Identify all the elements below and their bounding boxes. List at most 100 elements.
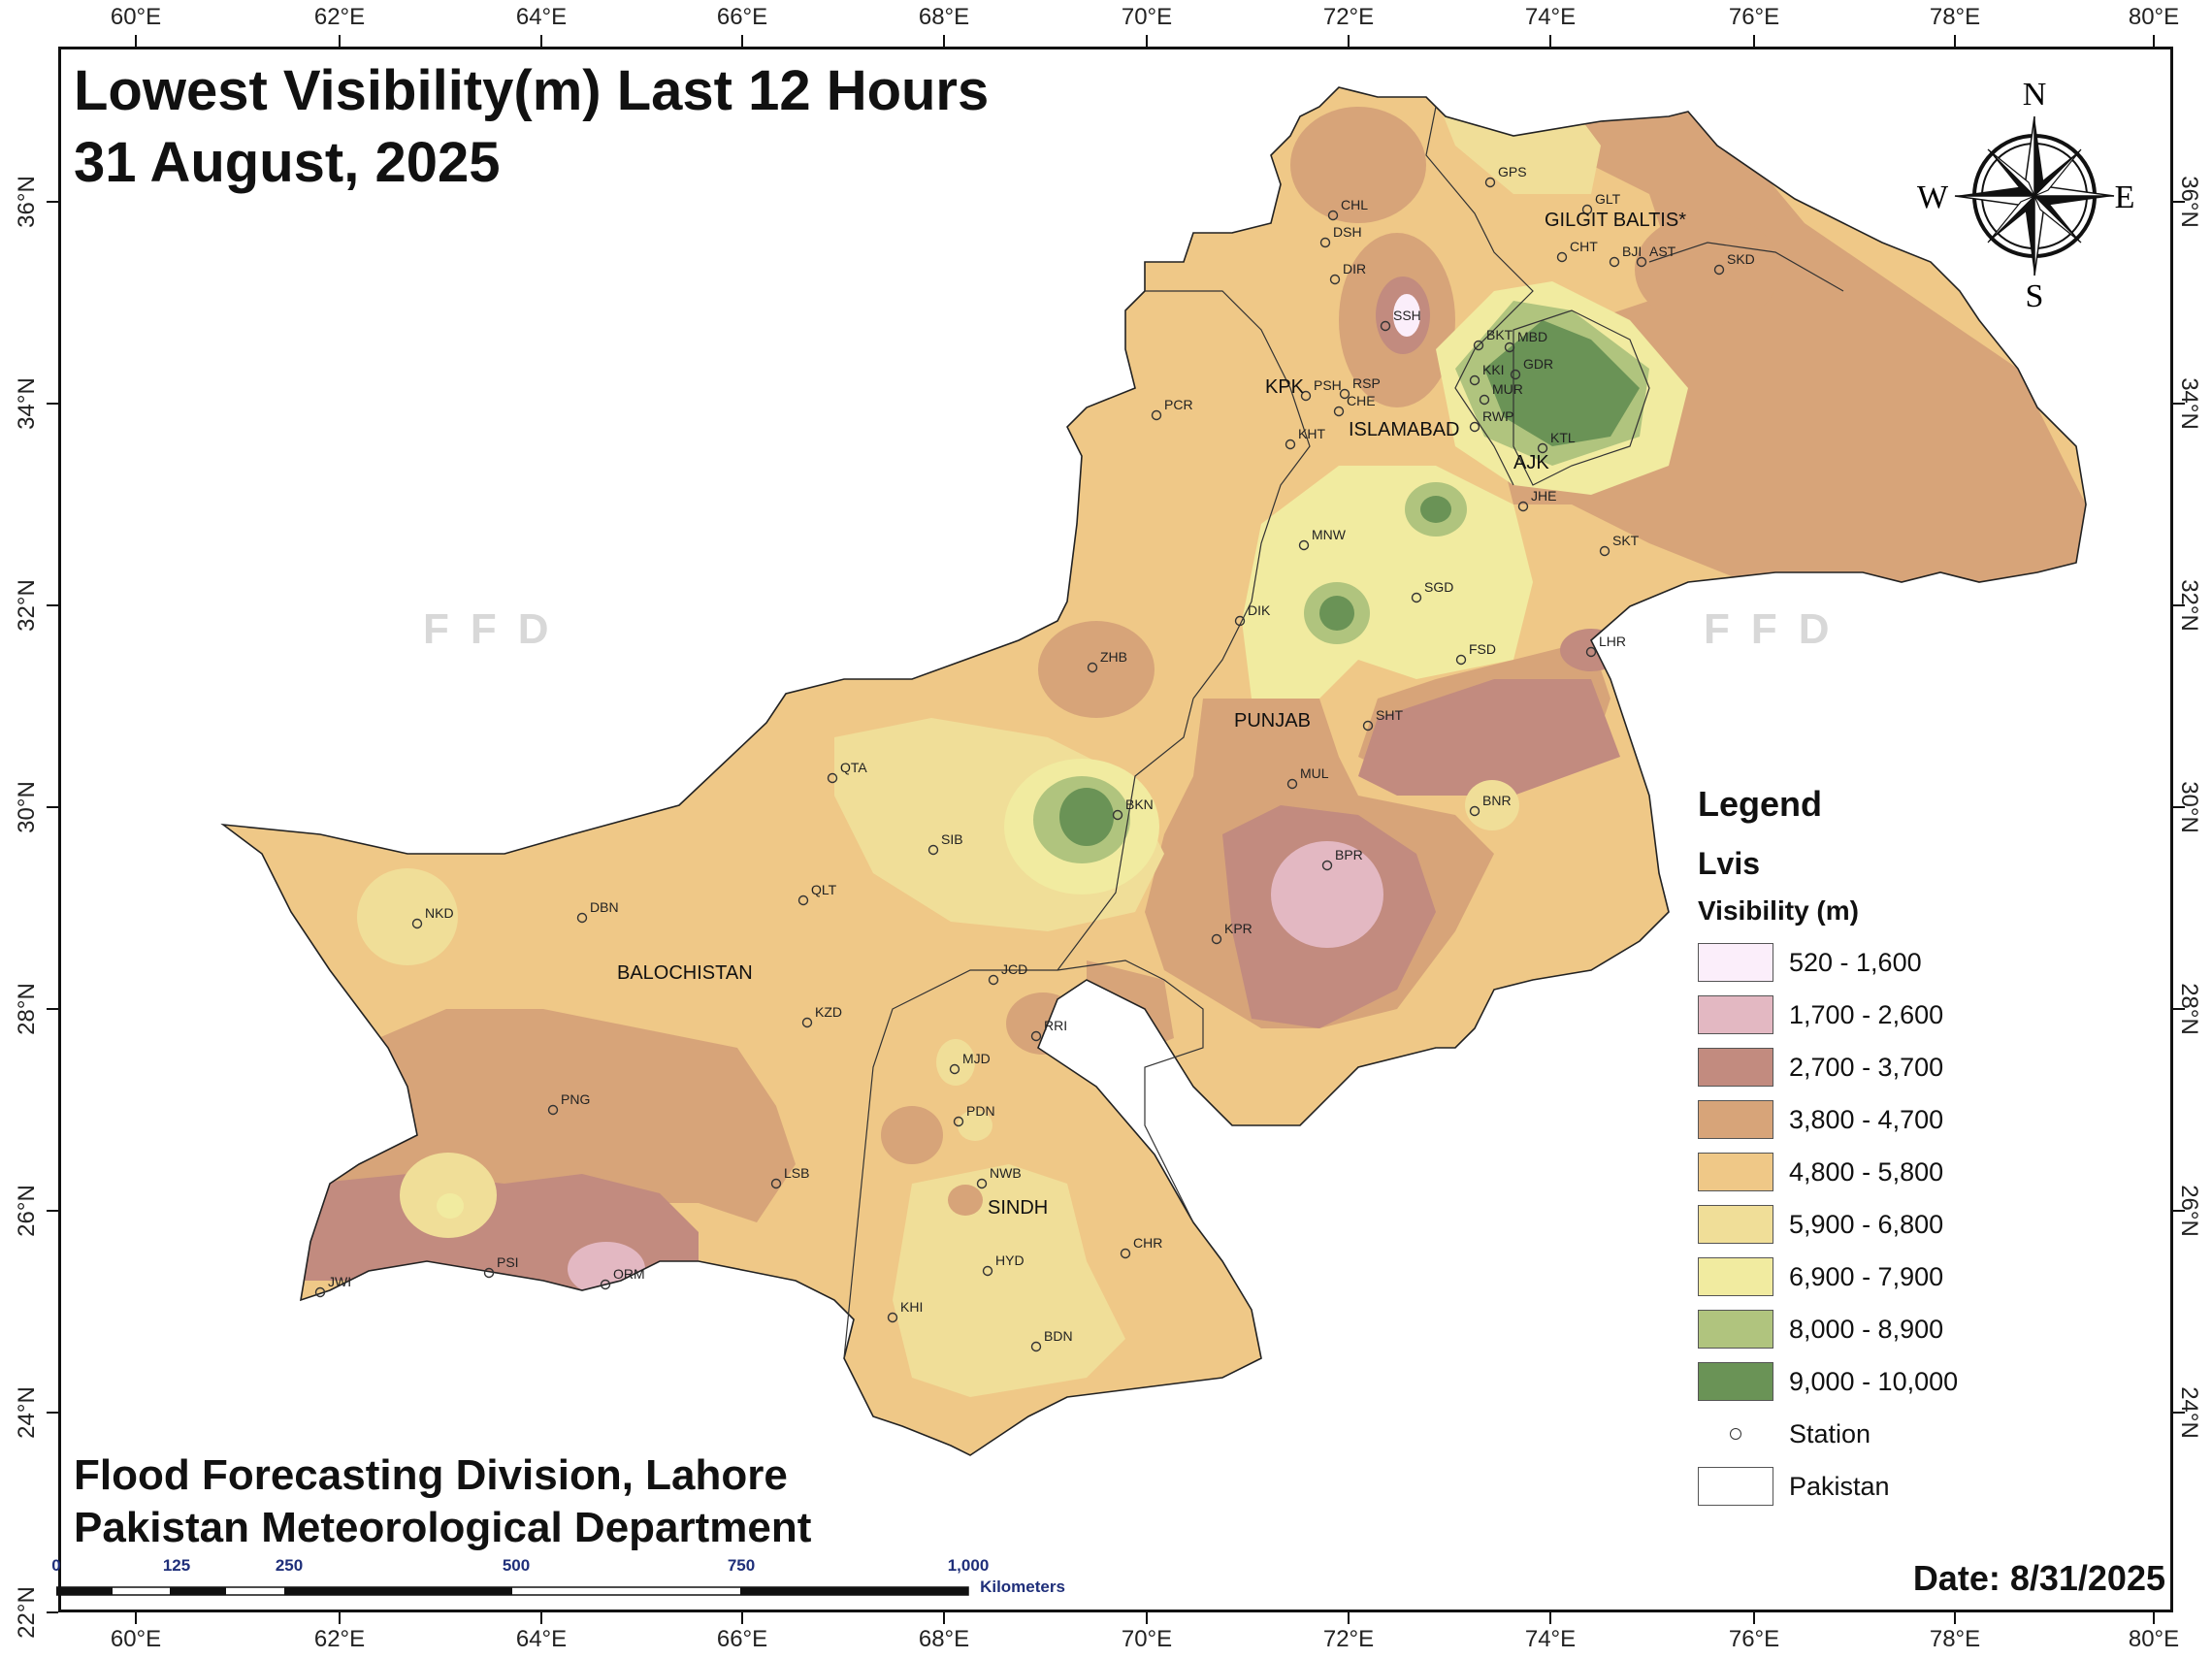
station-marker <box>1473 340 1484 351</box>
station-label: SHT <box>1376 707 1403 723</box>
station-marker <box>1510 369 1521 380</box>
tick-bottom-label: 60°E <box>110 1626 162 1652</box>
station-marker <box>1298 539 1310 551</box>
contour-sht-band <box>1358 679 1620 796</box>
station-marker <box>1411 592 1422 603</box>
station-marker <box>1300 390 1312 402</box>
tick-mark <box>1954 35 1956 47</box>
station-label: BKT <box>1486 327 1513 342</box>
station-label: DBN <box>590 899 619 915</box>
station-marker <box>1469 805 1480 817</box>
scale-bar-tick-label: 1,000 <box>947 1556 990 1575</box>
station-marker <box>1537 442 1548 454</box>
station-label: RSP <box>1352 375 1381 391</box>
contour-skd <box>1635 213 1780 326</box>
station-label: CHE <box>1347 393 1376 408</box>
legend-swatch <box>1698 1048 1773 1087</box>
contour-chl <box>1290 107 1426 223</box>
station-label: KTL <box>1550 430 1576 445</box>
boundary-balochistan-sindh <box>843 969 1057 1359</box>
station-marker <box>1556 251 1568 263</box>
tick-mark <box>47 1611 58 1613</box>
tick-bottom-label: 80°E <box>2128 1626 2180 1652</box>
station-label: JWI <box>328 1274 351 1289</box>
station-marker <box>1484 177 1496 188</box>
compass-e: E <box>2115 179 2134 215</box>
tick-top-label: 60°E <box>110 4 162 30</box>
station-marker <box>976 1178 988 1189</box>
watermark-east: FFD <box>1704 605 1851 653</box>
station-marker <box>1112 809 1123 821</box>
tick-mark <box>741 1612 743 1624</box>
date-stamp: Date: 8/31/2025 <box>1912 1558 2165 1598</box>
credit-department: Pakistan Meteorological Department <box>74 1504 812 1551</box>
legend-classes: 520 - 1,600 1,700 - 2,600 2,700 - 3,700 3,8… <box>1698 936 2066 1408</box>
station-marker <box>1030 1341 1042 1352</box>
station-marker <box>1234 615 1246 627</box>
tick-mark <box>339 1612 341 1624</box>
scale-bar-tick-label: 125 <box>162 1556 191 1575</box>
station-label: CHR <box>1133 1235 1162 1251</box>
contour-pdn <box>958 1110 992 1141</box>
station-label: SSH <box>1393 308 1421 323</box>
station-marker <box>1211 933 1222 945</box>
tick-mark <box>47 604 58 606</box>
station-label: MNW <box>1312 527 1347 542</box>
tick-bottom-label: 68°E <box>918 1626 970 1652</box>
legend-swatch <box>1698 1257 1773 1296</box>
station-marker <box>1319 237 1331 248</box>
tick-bottom-label: 74°E <box>1524 1626 1577 1652</box>
station-marker <box>1120 1248 1131 1259</box>
station-marker <box>1609 256 1620 268</box>
tick-mark <box>2173 806 2185 808</box>
station-label: SKT <box>1612 533 1640 548</box>
boundary-sindh-punjab <box>1057 960 1204 1223</box>
legend-field-name: Visibility (m) <box>1698 895 1859 926</box>
station-label: AST <box>1649 244 1676 259</box>
contour-ssh-inner <box>1393 294 1420 337</box>
contour-mjd <box>936 1039 975 1086</box>
tick-mark <box>540 35 542 47</box>
tick-mark <box>2153 1612 2155 1624</box>
tick-mark <box>1549 1612 1551 1624</box>
station-label: LHR <box>1599 634 1626 649</box>
region-label: AJK <box>1513 452 1549 473</box>
station-marker <box>1286 778 1298 790</box>
tick-top-label: 80°E <box>2128 4 2180 30</box>
station-label: NKD <box>425 905 454 921</box>
legend-class-label: 6,900 - 7,900 <box>1789 1261 1944 1291</box>
tick-mark <box>540 1612 542 1624</box>
map-title: Lowest Visibility(m) Last 12 Hours <box>74 59 990 122</box>
station-marker <box>1479 394 1490 406</box>
tick-bottom-label: 66°E <box>716 1626 768 1652</box>
station-marker <box>1581 204 1593 215</box>
station-symbol-icon <box>1698 1415 1773 1453</box>
tick-top-label: 74°E <box>1524 4 1577 30</box>
legend-swatch <box>1698 1100 1773 1139</box>
legend-class-label: 3,800 - 4,700 <box>1789 1104 1944 1134</box>
tick-mark <box>2173 604 2185 606</box>
contour-ajk-dark-green <box>1484 320 1640 446</box>
station-label: QTA <box>840 760 867 775</box>
tick-mark <box>1348 35 1350 47</box>
station-label: DSH <box>1333 224 1362 240</box>
tick-mark <box>47 1008 58 1010</box>
tick-mark <box>1753 1612 1755 1624</box>
station-marker <box>1333 406 1345 417</box>
station-label: PSI <box>497 1254 519 1270</box>
tick-bottom-label: 70°E <box>1121 1626 1173 1652</box>
station-marker <box>1285 439 1296 450</box>
legend-class-row: 8,000 - 8,900 <box>1698 1303 2066 1355</box>
tick-mark <box>1348 1612 1350 1624</box>
tick-bottom-label: 76°E <box>1728 1626 1780 1652</box>
station-marker <box>927 844 939 856</box>
station-marker <box>1599 545 1610 557</box>
station-label: GDR <box>1523 356 1553 372</box>
tick-mark <box>47 806 58 808</box>
scale-bar-tick-label: 750 <box>727 1556 756 1575</box>
contour-bpr-inner <box>1271 841 1383 948</box>
station-label: PNG <box>561 1091 590 1107</box>
legend-class-label: 5,900 - 6,800 <box>1789 1209 1944 1239</box>
legend-class-row: 9,000 - 10,000 <box>1698 1355 2066 1408</box>
station-marker <box>770 1178 782 1189</box>
